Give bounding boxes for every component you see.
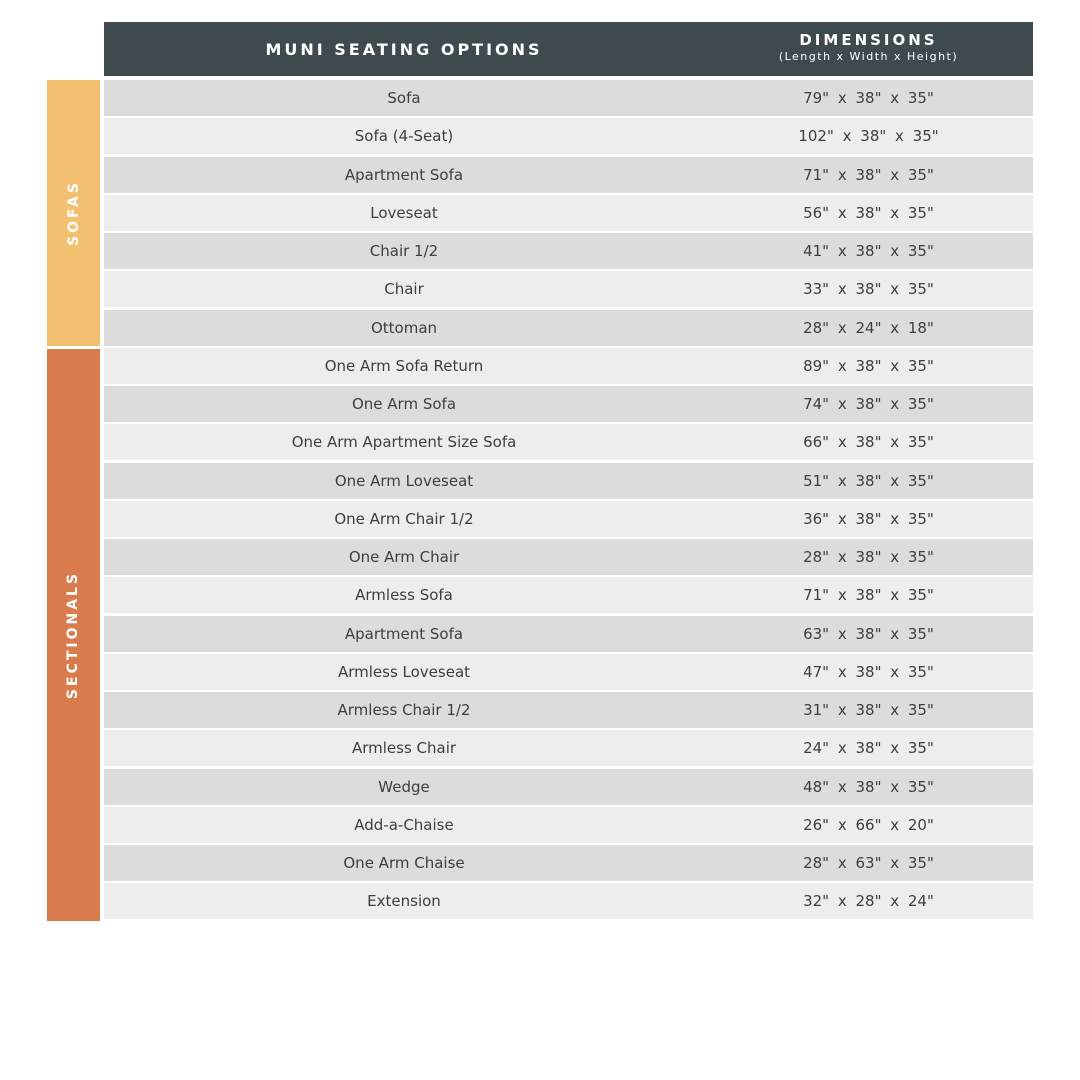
seating-dimensions: 79" x 38" x 35" [803,89,934,107]
seating-name: Apartment Sofa [344,165,464,184]
seating-name: One Arm Sofa [351,395,457,413]
group-label-sofas: SOFAS [47,80,100,346]
table-row: Sofa (4-Seat) 102" x 38" x 35" [104,118,1033,155]
table-row: Armless Sofa 71" x 38" x 35" [104,577,1033,614]
seating-dimensions: 28" x 24" x 18" [803,318,934,337]
table-row: Add-a-Chaise 26" x 66" x 20" [104,806,1033,843]
seating-dimensions: 28" x 38" x 35" [803,548,934,566]
dimensions-subtitle: (Length x Width x Height) [778,50,959,63]
seating-name: One Arm Chaise [343,854,465,872]
seating-dimensions: 71" x 38" x 35" [803,165,934,184]
seating-name: Loveseat [370,203,438,222]
table-row: Chair 1/2 41" x 38" x 35" [104,233,1033,269]
seating-dimensions: 48" x 38" x 35" [803,777,934,796]
seating-name: One Arm Chair 1/2 [334,509,474,528]
group-label-sectionals: SECTIONALS [47,349,100,921]
seating-dimensions: 89" x 38" x 35" [803,356,934,375]
dimensions-heading: DIMENSIONS (Length x Width x Height) [704,30,1033,64]
dimensions-title: DIMENSIONS [799,31,938,49]
table-row: One Arm Loveseat 51" x 38" x 35" [104,462,1033,499]
seating-dimensions: 28" x 63" x 35" [803,854,934,872]
group-label-text: SOFAS [65,180,82,246]
table-row: Sofa 79" x 38" x 35" [104,80,1033,116]
table-row: One Arm Sofa 74" x 38" x 35" [104,386,1033,422]
table-row: Chair 33" x 38" x 35" [104,271,1033,308]
seating-dimensions: 63" x 38" x 35" [803,624,934,643]
seating-dimensions: 33" x 38" x 35" [803,280,934,299]
table-row: One Arm Apartment Size Sofa 66" x 38" x 3… [104,424,1033,461]
table-row: Armless Chair 24" x 38" x 35" [104,730,1033,767]
seating-dimensions: 74" x 38" x 35" [803,395,934,413]
seating-name: Chair 1/2 [369,242,439,260]
seating-options-heading: MUNI SEATING OPTIONS [265,39,543,59]
seating-name: One Arm Sofa Return [324,356,484,375]
seating-name: Wedge [378,777,430,796]
seating-name: Ottoman [370,318,438,337]
table-row: One Arm Chair 1/2 36" x 38" x 35" [104,500,1033,537]
seating-dimensions: 102" x 38" x 35" [798,127,939,146]
seating-name: Chair [384,280,424,299]
seating-dimensions: 71" x 38" x 35" [803,586,934,605]
seating-dimensions: 51" x 38" x 35" [803,471,934,490]
seating-name: Add-a-Chaise [354,815,454,834]
seating-name: Sofa (4-Seat) [354,127,454,146]
seating-name: Armless Chair 1/2 [337,701,471,719]
seating-dimensions: 32" x 28" x 24" [803,892,934,911]
seating-dimensions: 24" x 38" x 35" [803,739,934,758]
seating-name: Sofa [387,89,421,107]
seating-dimensions: 56" x 38" x 35" [803,203,934,222]
table-row: One Arm Chair 28" x 38" x 35" [104,539,1033,575]
group-label-text: SECTIONALS [65,570,82,700]
table-row: Armless Loveseat 47" x 38" x 35" [104,653,1033,690]
table-row: Wedge 48" x 38" x 35" [104,768,1033,805]
seating-dimensions: 36" x 38" x 35" [803,509,934,528]
seating-dimensions: 26" x 66" x 20" [803,815,934,834]
table-row: Extension 32" x 28" x 24" [104,883,1033,920]
seating-name: Extension [367,892,441,911]
seating-name: One Arm Chair [348,548,460,566]
table-row: Armless Chair 1/2 31" x 38" x 35" [104,692,1033,728]
seating-name: Armless Loveseat [337,662,471,681]
seating-name: One Arm Apartment Size Sofa [291,433,517,452]
seating-dimensions: 41" x 38" x 35" [803,242,934,260]
table-row: Ottoman 28" x 24" x 18" [104,309,1033,346]
table-row: Apartment Sofa 63" x 38" x 35" [104,615,1033,652]
table-row: One Arm Sofa Return 89" x 38" x 35" [104,347,1033,384]
table-row: Loveseat 56" x 38" x 35" [104,194,1033,231]
table-row: One Arm Chaise 28" x 63" x 35" [104,845,1033,881]
seating-dimensions: 47" x 38" x 35" [803,662,934,681]
seating-dimensions: 31" x 38" x 35" [803,701,934,719]
seating-name: Apartment Sofa [344,624,464,643]
seating-name: Armless Chair [351,739,457,758]
seating-dimensions: 66" x 38" x 35" [803,433,934,452]
table-row: Apartment Sofa 71" x 38" x 35" [104,156,1033,193]
table-header: MUNI SEATING OPTIONS DIMENSIONS (Length … [104,22,1033,76]
seating-name: One Arm Loveseat [334,471,474,490]
seating-name: Armless Sofa [355,586,453,605]
table-body: Sofa 79" x 38" x 35" Sofa (4-Seat) 102" x 3… [104,80,1033,922]
